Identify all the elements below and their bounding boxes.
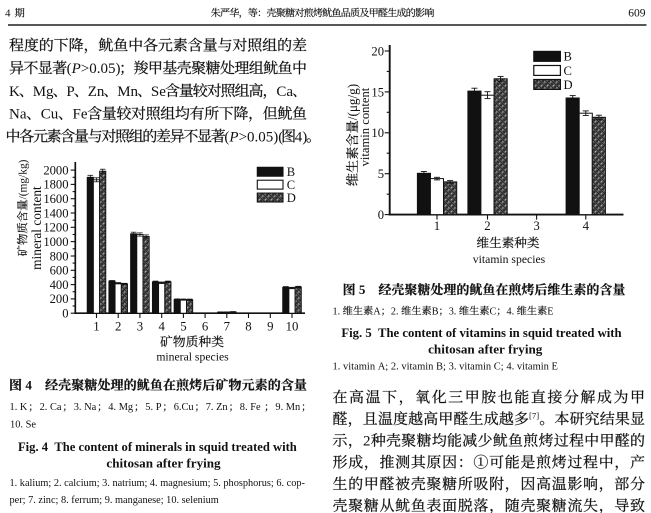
svg-text:D: D <box>287 191 296 205</box>
svg-text:2: 2 <box>115 319 121 333</box>
svg-text:[7]: [7] <box>529 411 539 421</box>
svg-text:800: 800 <box>50 249 69 263</box>
svg-text:chitosan after frying: chitosan after frying <box>428 342 543 357</box>
svg-text:Se: Se <box>151 84 166 100</box>
svg-text:4: 4 <box>5 8 11 20</box>
svg-text:E: E <box>547 306 553 317</box>
svg-text:609: 609 <box>628 8 646 20</box>
svg-text:Mg: Mg <box>33 84 54 100</box>
svg-text:1200: 1200 <box>43 221 68 235</box>
svg-text:2. Ca: 2. Ca <box>40 402 62 413</box>
svg-text:6.Cu: 6.Cu <box>174 402 195 413</box>
svg-text:5. P: 5. P <box>145 402 161 413</box>
svg-text:1. K: 1. K <box>10 402 28 413</box>
svg-text:8: 8 <box>245 319 251 333</box>
svg-text:K: K <box>9 84 20 100</box>
svg-text:1.: 1. <box>333 306 343 317</box>
svg-text:chitosan after frying: chitosan after frying <box>106 456 221 471</box>
svg-text:B: B <box>287 165 295 179</box>
svg-text:20: 20 <box>371 44 384 58</box>
svg-text:1. vitamin A; 2. vitamin B; 3.: 1. vitamin A; 2. vitamin B; 3. vitamin C… <box>333 361 558 372</box>
svg-text:4: 4 <box>583 219 590 233</box>
svg-text:4: 4 <box>22 378 32 393</box>
svg-text:/(mg/kg): /(mg/kg) <box>18 159 30 199</box>
svg-text:600: 600 <box>50 264 69 278</box>
svg-text:C: C <box>287 178 295 192</box>
svg-text:4.: 4. <box>507 306 517 317</box>
svg-text:1: 1 <box>434 219 440 233</box>
svg-text:3. Na: 3. Na <box>74 402 97 413</box>
svg-text:1: 1 <box>93 319 99 333</box>
svg-text:vitamin species: vitamin species <box>473 253 546 266</box>
svg-text:mineral species: mineral species <box>156 351 229 364</box>
svg-text:1600: 1600 <box>43 192 68 206</box>
svg-text:vitamin content: vitamin content <box>358 87 372 166</box>
svg-text:/(μg/g): /(μg/g) <box>345 84 360 120</box>
svg-text:per; 7. zinc; 8. ferrum; 9. ma: per; 7. zinc; 8. ferrum; 9. manganese; 1… <box>10 495 219 506</box>
svg-text:1. kalium; 2. calcium; 3. natr: 1. kalium; 2. calcium; 3. natrium; 4. ma… <box>10 478 306 489</box>
svg-text:4): 4) <box>295 129 308 145</box>
svg-text:C: C <box>564 64 572 78</box>
svg-text:Zn: Zn <box>88 84 105 100</box>
svg-text:5: 5 <box>378 167 384 181</box>
svg-text:10: 10 <box>371 126 384 140</box>
svg-text:A: A <box>373 306 381 317</box>
svg-text:(P>0.05)(: (P>0.05)( <box>224 129 283 145</box>
svg-text:P: P <box>66 84 74 100</box>
svg-text:400: 400 <box>50 278 69 292</box>
svg-text:Fig. 5 The content of vitamin: Fig. 5 The content of vitamins in squid … <box>341 326 621 340</box>
svg-text:15: 15 <box>371 85 384 99</box>
svg-text:Fe: Fe <box>73 107 88 123</box>
svg-text:2: 2 <box>484 219 490 233</box>
svg-text:3: 3 <box>533 219 539 233</box>
svg-text:1800: 1800 <box>43 178 68 192</box>
svg-text:B: B <box>432 306 439 317</box>
svg-text:3.: 3. <box>449 306 459 317</box>
svg-text:200: 200 <box>50 292 69 306</box>
svg-text:Fig. 4 The content of mineral: Fig. 4 The content of minerals in squid … <box>18 440 297 454</box>
svg-text:9: 9 <box>267 319 273 333</box>
svg-text:mineral content: mineral content <box>29 186 44 270</box>
svg-text:3: 3 <box>137 319 143 333</box>
svg-text:B: B <box>564 50 572 64</box>
svg-text:2: 2 <box>363 434 371 450</box>
svg-text:7: 7 <box>224 319 231 333</box>
svg-text:D: D <box>564 78 573 92</box>
svg-text:(P>0.05): (P>0.05) <box>67 61 121 77</box>
svg-text:C: C <box>490 306 497 317</box>
svg-text:10: 10 <box>286 319 299 333</box>
svg-text:7. Zn: 7. Zn <box>206 402 229 413</box>
svg-text:8. Fe: 8. Fe <box>240 402 263 413</box>
svg-text:Mn: Mn <box>117 84 138 100</box>
svg-text:5: 5 <box>180 319 186 333</box>
svg-text:0: 0 <box>378 208 384 222</box>
svg-text:1000: 1000 <box>43 235 68 249</box>
svg-text:Cu: Cu <box>41 107 59 123</box>
svg-text:2000: 2000 <box>43 163 68 177</box>
svg-text:9. Mn: 9. Mn <box>275 402 301 413</box>
svg-text:6: 6 <box>202 319 209 333</box>
svg-text:5: 5 <box>356 282 366 297</box>
svg-text:4. Mg: 4. Mg <box>108 402 133 413</box>
svg-text:Ca: Ca <box>276 84 293 100</box>
svg-text:1400: 1400 <box>43 206 68 220</box>
svg-text:Na: Na <box>9 107 27 123</box>
svg-text:2.: 2. <box>391 306 401 317</box>
svg-text:4: 4 <box>158 319 165 333</box>
svg-text:0: 0 <box>62 307 68 321</box>
svg-text:10. Se: 10. Se <box>10 420 36 431</box>
